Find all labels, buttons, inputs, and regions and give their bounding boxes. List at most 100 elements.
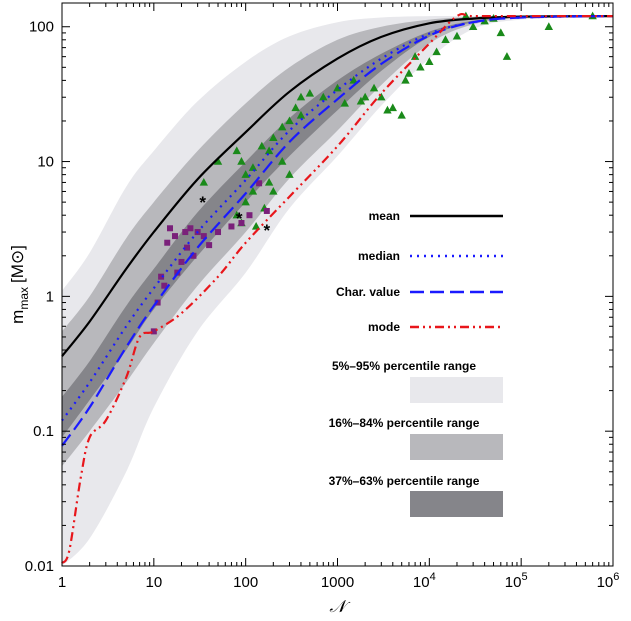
scatter-triangle [340, 98, 349, 107]
scatter-triangle [237, 157, 246, 165]
scatter-triangle [333, 83, 342, 92]
scatter-star: * [236, 209, 243, 228]
scatter-triangle [319, 92, 328, 101]
y-tick-label: 1 [46, 288, 54, 305]
scatter-triangle [278, 157, 287, 165]
scatter-square [206, 242, 213, 249]
scatter-triangle [496, 28, 505, 37]
scatter-square [184, 244, 191, 251]
scatter-triangle [264, 146, 274, 155]
scatter-triangle [248, 163, 258, 171]
scatter-triangle [410, 52, 420, 60]
scatter-triangle [441, 35, 450, 44]
scatter-triangle [388, 103, 397, 112]
scatter-square [228, 223, 235, 230]
x-tick-label: 100 [233, 574, 258, 591]
scatter-triangle [264, 177, 274, 186]
scatter-square [187, 225, 194, 232]
axis-ticks [61, 3, 614, 567]
scatter-square [158, 273, 165, 280]
scatter-triangle [401, 75, 410, 84]
scatter-triangle [480, 16, 489, 25]
scatter-triangle [349, 75, 358, 84]
legend-label: 37%–63% percentile range [329, 474, 480, 488]
scatter-triangle [199, 177, 208, 186]
scatter-triangle [296, 110, 306, 119]
scatter-triangle [213, 157, 223, 165]
scatter-triangle [356, 96, 366, 105]
scatter-triangle [269, 186, 278, 195]
scatter-triangle [257, 141, 267, 150]
scatter-square [171, 233, 178, 240]
scatter-triangle [278, 122, 287, 131]
scatter-triangle [404, 68, 414, 77]
curve-char-value [61, 15, 614, 447]
scatter-triangle [285, 116, 294, 125]
scatter-square [246, 212, 253, 219]
x-tick-label: 10 [145, 574, 162, 591]
scatter-square [178, 258, 185, 265]
y-axis-label-sub: max [17, 287, 31, 310]
scatter-triangle [468, 22, 478, 30]
scatter-triangle [397, 110, 406, 119]
scatter-square [161, 282, 168, 289]
x-tick-label: 1 [58, 574, 66, 591]
legend-label: median [358, 249, 400, 263]
x-tick-label: 105 [505, 571, 528, 591]
scatter-square [167, 225, 174, 232]
y-tick-label: 0.1 [33, 423, 54, 440]
scatter-triangle [416, 62, 425, 71]
scatter-triangle [360, 92, 370, 101]
model-curves [61, 12, 614, 564]
scatter-square [200, 233, 207, 240]
x-tick-label: 1000 [321, 574, 354, 591]
scatter-square [154, 299, 161, 306]
scatter-square [215, 229, 222, 236]
scatter-square [238, 220, 245, 227]
y-axis-label-main: m [8, 310, 27, 324]
scatter-square [190, 252, 197, 259]
legend-swatch [410, 434, 503, 460]
y-axis-label-unit: [M⊙] [8, 245, 27, 283]
legend-label: 5%–95% percentile range [332, 359, 476, 373]
legend-swatch [410, 377, 503, 403]
scatter-triangle [291, 103, 300, 112]
scatter-points: * * * [150, 11, 597, 335]
x-tick-label: 104 [413, 571, 436, 591]
curve-mean [61, 15, 614, 357]
scatter-star: * [264, 221, 271, 240]
scatter-triangle [369, 83, 379, 92]
x-tick-label: 106 [597, 571, 620, 591]
scatter-triangle [232, 146, 241, 155]
scatter-triangle [285, 170, 294, 178]
scatter-triangle [544, 22, 554, 30]
scatter-triangle [452, 31, 462, 40]
scatter-triangle [296, 92, 306, 101]
scatter-square [256, 180, 263, 187]
y-tick-label: 10 [37, 154, 54, 171]
y-tick-label: 100 [29, 19, 54, 36]
scatter-triangle [377, 92, 386, 101]
svg-text:mmax[M⊙]: mmax [M⊙] [8, 245, 31, 324]
scatter-triangle [241, 197, 250, 206]
scatter-star: * [199, 193, 206, 212]
legend-label: Char. value [336, 285, 400, 299]
legend-label: mode [368, 320, 400, 334]
scatter-triangle [241, 170, 250, 178]
scatter-triangle [248, 186, 258, 195]
scatter-triangle [432, 47, 441, 56]
x-axis-label: 𝒩 [329, 597, 351, 616]
legend-swatch [410, 491, 503, 517]
scatter-square [164, 239, 171, 246]
y-axis-label: mmax [M⊙] [8, 245, 31, 324]
legend-label: mean [369, 209, 400, 223]
y-tick-label: 0.01 [25, 558, 54, 575]
legend-label: 16%–84% percentile range [329, 416, 480, 430]
scatter-triangle [232, 210, 241, 219]
scatter-triangle [502, 52, 512, 60]
legend: mean median Char. value mode 5%–95% percenti… [329, 209, 503, 517]
curve-mode [61, 12, 613, 564]
scatter-triangle [461, 11, 471, 20]
scatter-triangle [305, 88, 315, 97]
